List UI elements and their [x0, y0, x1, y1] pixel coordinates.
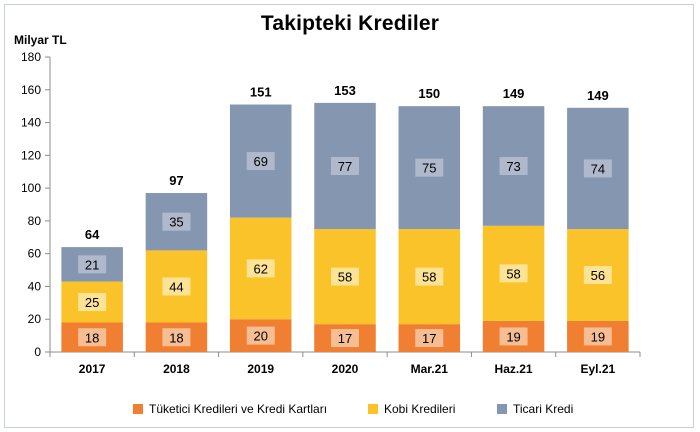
- legend-item: Tüketici Kredileri ve Kredi Kartları: [133, 402, 327, 416]
- x-tick-label: Haz.21: [495, 362, 533, 376]
- data-label-box: [583, 159, 612, 178]
- legend-swatch: [368, 404, 378, 414]
- x-tick-label: 2019: [247, 362, 274, 376]
- data-label: 58: [422, 270, 436, 285]
- data-label-box: [162, 212, 191, 231]
- data-label: 74: [591, 161, 605, 176]
- data-label-box: [583, 327, 612, 346]
- total-label: 153: [334, 83, 356, 98]
- data-label-box: [331, 156, 359, 175]
- y-tick-label: 60: [28, 247, 42, 261]
- data-label-box: [78, 255, 107, 274]
- data-label: 73: [506, 159, 520, 174]
- y-tick-label: 40: [28, 279, 42, 293]
- x-tick-label: Eyl.21: [581, 362, 616, 376]
- data-label: 17: [422, 331, 436, 346]
- data-label: 75: [422, 161, 436, 176]
- x-tick-label: Mar.21: [411, 362, 449, 376]
- x-tick-label: 2020: [332, 362, 359, 376]
- data-label: 58: [338, 270, 352, 285]
- legend-swatch: [133, 404, 143, 414]
- legend-label: Ticari Kredi: [513, 402, 574, 416]
- data-label: 25: [85, 295, 99, 310]
- data-label-box: [246, 326, 275, 345]
- data-label-box: [499, 156, 528, 175]
- data-label: 18: [85, 330, 99, 345]
- total-label: 151: [250, 85, 272, 100]
- y-tick-label: 20: [28, 312, 42, 326]
- data-label-box: [331, 267, 359, 286]
- total-label: 97: [169, 173, 183, 188]
- data-label: 62: [253, 261, 267, 276]
- data-label: 58: [506, 266, 520, 281]
- data-label: 20: [253, 329, 267, 344]
- y-tick-label: 0: [34, 345, 41, 359]
- data-label: 17: [338, 331, 352, 346]
- data-label: 21: [85, 257, 99, 272]
- legend-label: Kobi Kredileri: [384, 402, 456, 416]
- y-tick-label: 120: [21, 148, 41, 162]
- data-label: 19: [506, 329, 520, 344]
- data-label-box: [499, 327, 528, 346]
- y-tick-label: 140: [21, 116, 41, 130]
- data-label: 56: [591, 268, 605, 283]
- x-tick-label: 2018: [163, 362, 190, 376]
- data-label-box: [415, 158, 444, 177]
- data-label-box: [331, 329, 359, 348]
- data-label-box: [78, 293, 107, 312]
- y-tick-label: 160: [21, 83, 41, 97]
- y-axis-unit-label: Milyar TL: [14, 33, 67, 47]
- data-label-box: [78, 328, 107, 347]
- chart-frame: [4, 4, 694, 428]
- data-label: 69: [253, 154, 267, 169]
- data-label: 35: [169, 215, 183, 230]
- chart-legend: Tüketici Kredileri ve Kredi Kartları Kobi…: [0, 402, 700, 422]
- total-label: 149: [587, 88, 609, 103]
- data-label: 44: [169, 279, 183, 294]
- data-label-box: [583, 265, 612, 284]
- y-tick-label: 80: [28, 214, 42, 228]
- legend-swatch: [497, 404, 507, 414]
- data-label-box: [246, 259, 275, 278]
- y-tick-label: 180: [21, 50, 41, 64]
- data-label: 19: [591, 329, 605, 344]
- x-tick-label: 2017: [79, 362, 106, 376]
- legend-item: Ticari Kredi: [497, 402, 573, 416]
- data-label-box: [415, 329, 444, 348]
- data-label-box: [162, 277, 191, 296]
- total-label: 64: [85, 227, 100, 242]
- data-label: 18: [169, 330, 183, 345]
- legend-item: Kobi Kredileri: [368, 402, 455, 416]
- stacked-bar-chart: 0204060801001201401601801825216420171844…: [21, 50, 641, 376]
- data-label: 77: [338, 159, 352, 174]
- legend-label: Tüketici Kredileri ve Kredi Kartları: [149, 402, 328, 416]
- data-label-box: [499, 264, 528, 283]
- y-tick-label: 100: [21, 181, 41, 195]
- data-label-box: [162, 328, 191, 347]
- data-label-box: [415, 267, 444, 286]
- chart-title: Takipteki Krediler: [260, 12, 440, 35]
- total-label: 149: [503, 86, 525, 101]
- total-label: 150: [418, 86, 440, 101]
- data-label-box: [246, 152, 275, 171]
